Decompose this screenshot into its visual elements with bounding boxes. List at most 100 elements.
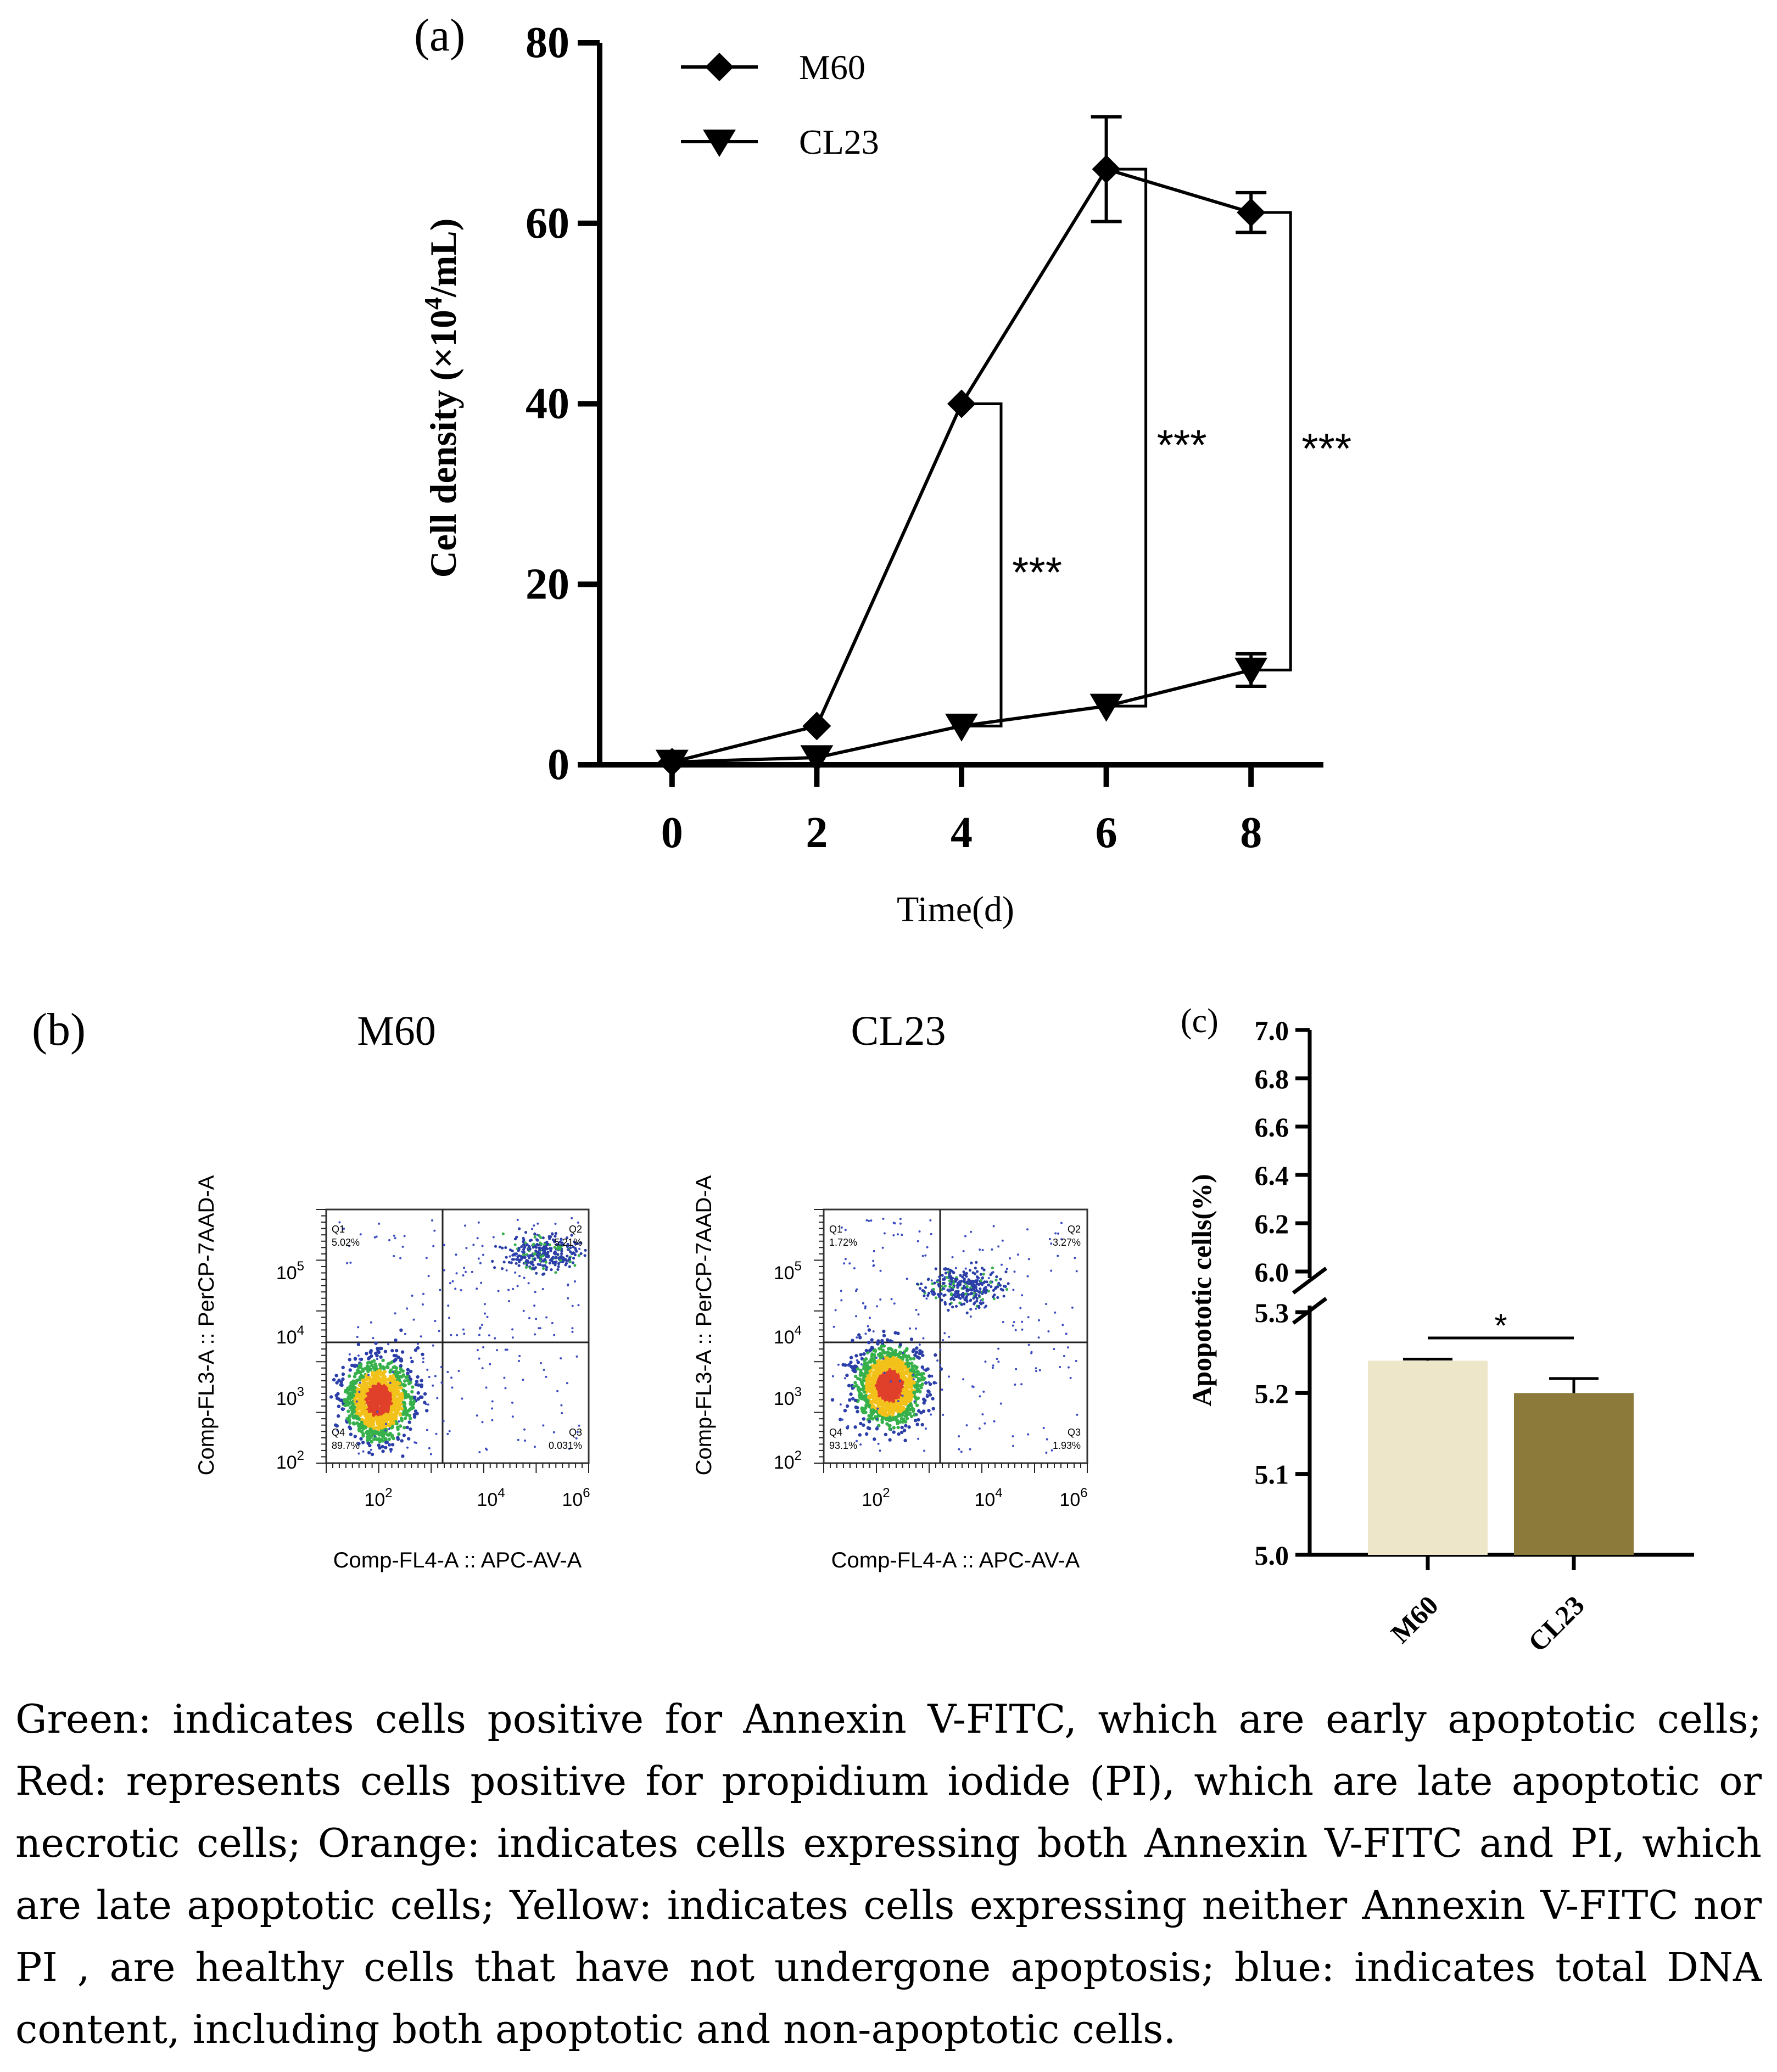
event-dot xyxy=(876,1426,879,1429)
event-dot xyxy=(522,1244,526,1247)
event-dot xyxy=(897,1413,901,1416)
event-dot xyxy=(355,1379,359,1382)
event-dot xyxy=(517,1248,521,1251)
event-dot xyxy=(959,1297,962,1300)
event-dot xyxy=(879,1410,882,1414)
event-dots xyxy=(329,1217,587,1458)
event-dot xyxy=(346,1262,349,1264)
event-dot xyxy=(915,1423,919,1426)
event-dot xyxy=(991,1248,993,1251)
event-dot xyxy=(1012,1444,1014,1447)
event-dot xyxy=(482,1346,485,1348)
event-dot xyxy=(884,1432,888,1437)
event-dot xyxy=(1016,1253,1019,1256)
event-dot xyxy=(979,1395,981,1398)
event-dot xyxy=(355,1400,358,1403)
figure-caption: Green: indicates cells positive for Anne… xyxy=(15,1696,1762,2052)
event-dot xyxy=(478,1327,481,1330)
event-dot xyxy=(862,1367,866,1370)
event-dot xyxy=(552,1431,555,1433)
event-dot xyxy=(374,1341,378,1345)
event-dot xyxy=(554,1235,557,1238)
event-dot xyxy=(539,1236,543,1239)
event-dot xyxy=(863,1390,867,1394)
event-dot xyxy=(513,1243,517,1246)
event-dot xyxy=(865,1219,868,1222)
event-dot xyxy=(969,1292,973,1295)
event-dot xyxy=(386,1384,390,1387)
event-dot xyxy=(531,1267,534,1270)
event-dot xyxy=(851,1339,854,1342)
event-dot xyxy=(868,1394,871,1398)
event-dot xyxy=(377,1369,381,1373)
event-dot xyxy=(927,1291,931,1295)
event-dot xyxy=(892,1402,896,1406)
event-dot xyxy=(568,1447,571,1450)
event-dot xyxy=(384,1429,387,1432)
event-dot xyxy=(375,1354,379,1358)
event-dot xyxy=(951,1305,954,1309)
event-dot xyxy=(865,1371,869,1375)
y-tick-label: 6.8 xyxy=(1255,1063,1289,1094)
event-dot xyxy=(979,1287,982,1291)
x-tick-label: 104 xyxy=(974,1486,1002,1510)
event-dot xyxy=(398,1392,403,1396)
event-dot xyxy=(844,1258,847,1261)
event-dot xyxy=(871,1373,875,1377)
event-dot xyxy=(888,1346,892,1351)
event-dot xyxy=(372,1406,376,1410)
event-dot xyxy=(927,1409,931,1413)
event-dot xyxy=(867,1420,871,1424)
event-dot xyxy=(936,1359,939,1362)
y-tick-label: 103 xyxy=(276,1385,304,1409)
event-dot xyxy=(937,1279,941,1282)
event-dot xyxy=(553,1240,556,1243)
event-dot xyxy=(398,1413,402,1417)
y-tick-label: 5.3 xyxy=(1255,1297,1289,1328)
event-dot xyxy=(347,1395,350,1399)
event-dot xyxy=(383,1380,387,1384)
event-dot xyxy=(575,1250,578,1253)
event-dot xyxy=(909,1388,914,1392)
event-dot xyxy=(565,1236,569,1240)
event-dot xyxy=(364,1394,367,1398)
event-dot xyxy=(962,1250,965,1252)
event-dot xyxy=(529,1266,532,1270)
event-dot xyxy=(406,1446,409,1449)
event-dot xyxy=(901,1234,903,1236)
event-dot xyxy=(556,1253,560,1256)
event-dot xyxy=(870,1346,875,1350)
quadrant-percentage: 89.7% xyxy=(332,1440,360,1451)
event-dot xyxy=(381,1444,384,1449)
event-dot xyxy=(561,1412,563,1414)
event-dot xyxy=(349,1432,353,1436)
event-dot xyxy=(915,1365,919,1369)
event-dot xyxy=(922,1397,926,1401)
event-dot xyxy=(358,1375,362,1379)
event-dot xyxy=(860,1363,863,1366)
event-dot xyxy=(427,1403,429,1406)
event-dot xyxy=(1071,1306,1074,1309)
event-dot xyxy=(892,1362,896,1366)
significance-bracket xyxy=(1258,211,1292,671)
event-dot xyxy=(368,1351,373,1354)
event-dot xyxy=(384,1419,388,1423)
y-tick-label: 102 xyxy=(774,1448,802,1473)
event-dot xyxy=(372,1337,375,1340)
event-dot xyxy=(367,1423,371,1426)
event-dot xyxy=(392,1371,394,1374)
event-dot xyxy=(849,1356,853,1359)
event-dot xyxy=(412,1415,417,1419)
event-dot xyxy=(855,1315,857,1318)
event-dot xyxy=(869,1370,873,1374)
event-dot xyxy=(906,1405,910,1409)
event-dot xyxy=(349,1401,353,1404)
event-dot xyxy=(1076,1413,1079,1416)
event-dot xyxy=(886,1356,890,1360)
panel-label-c: (c) xyxy=(1181,1003,1219,1040)
event-dot xyxy=(1067,1346,1069,1349)
x-tick-label: 106 xyxy=(562,1486,590,1510)
event-dot xyxy=(346,1386,350,1390)
event-dot xyxy=(871,1341,874,1343)
event-dot xyxy=(862,1417,866,1421)
